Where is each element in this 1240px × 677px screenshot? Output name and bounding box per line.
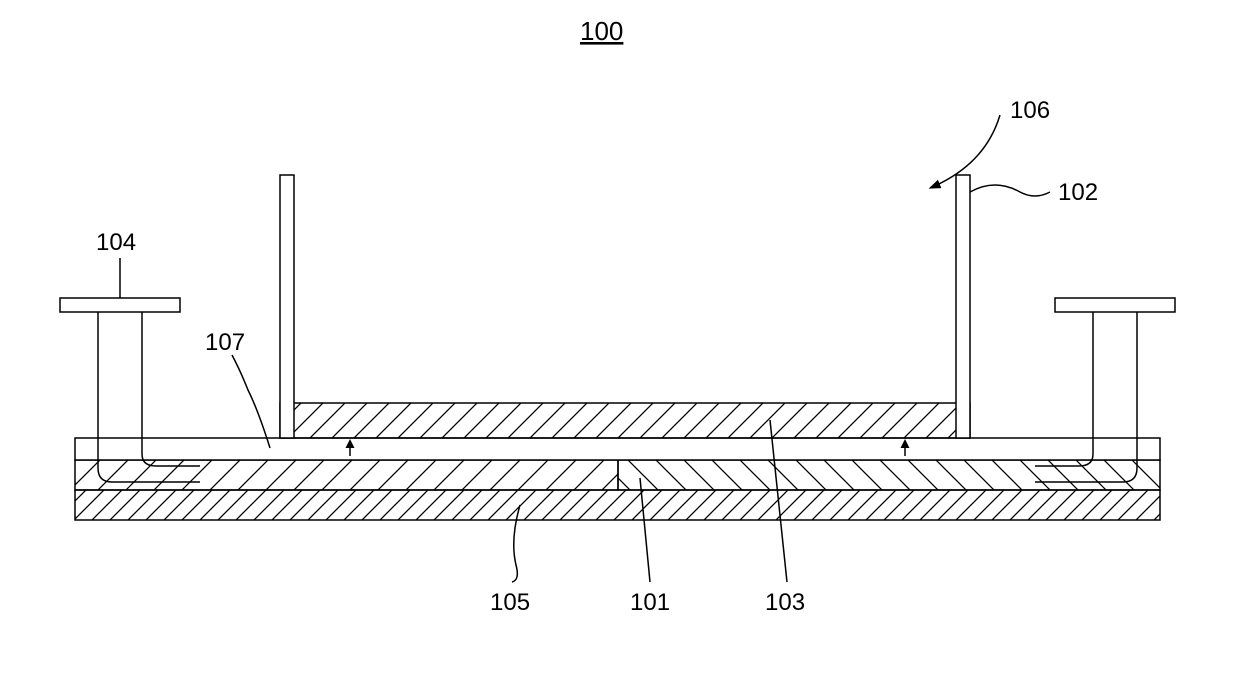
layer-105 [75,490,1160,520]
label-107: 107 [205,329,245,356]
leader-102 [970,185,1050,196]
figure-title: 100 [580,16,623,46]
wall-left [280,175,294,438]
label-103: 103 [765,589,805,616]
layer-101-right [618,460,1160,490]
label-106: 106 [1010,97,1050,124]
layer-103 [280,403,970,438]
label-105: 105 [490,589,530,616]
layer-101-left [75,460,618,490]
layer-band [75,438,1160,460]
label-101: 101 [630,589,670,616]
wall-right [956,175,970,438]
patent-figure: 100 106 102 104 107 105 101 [0,0,1240,677]
leader-107 [232,355,270,448]
label-102: 102 [1058,179,1098,206]
label-104: 104 [96,229,136,256]
